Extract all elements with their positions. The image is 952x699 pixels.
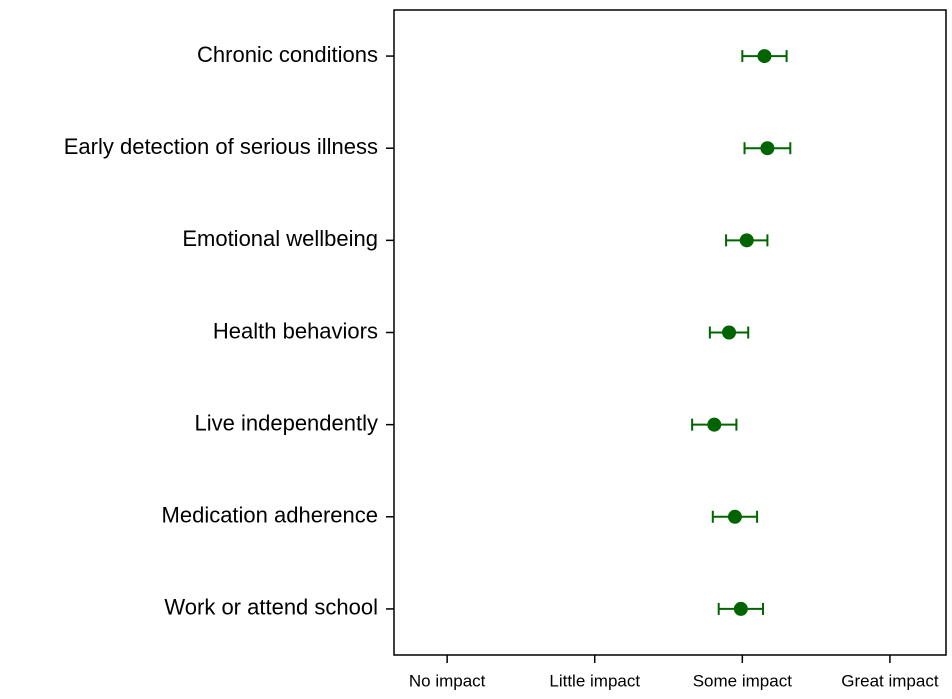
y-tick-label: Medication adherence: [162, 503, 378, 528]
point: [760, 141, 775, 156]
y-tick-label: Health behaviors: [213, 318, 378, 343]
y-tick-label: Early detection of serious illness: [64, 134, 378, 159]
y-tick-label: Live independently: [195, 410, 378, 435]
point: [733, 601, 748, 616]
point: [757, 49, 772, 64]
x-tick-label: Some impact: [693, 671, 792, 690]
point: [727, 509, 742, 524]
point: [707, 417, 722, 432]
y-tick-label: Emotional wellbeing: [182, 226, 378, 251]
y-tick-label: Chronic conditions: [197, 42, 378, 67]
x-tick-label: Little impact: [549, 671, 640, 690]
point: [739, 233, 754, 248]
point: [722, 325, 737, 340]
x-tick-label: No impact: [409, 671, 486, 690]
x-tick-label: Great impact: [841, 671, 939, 690]
plot-frame: [393, 9, 947, 656]
y-tick-label: Work or attend school: [164, 595, 378, 620]
